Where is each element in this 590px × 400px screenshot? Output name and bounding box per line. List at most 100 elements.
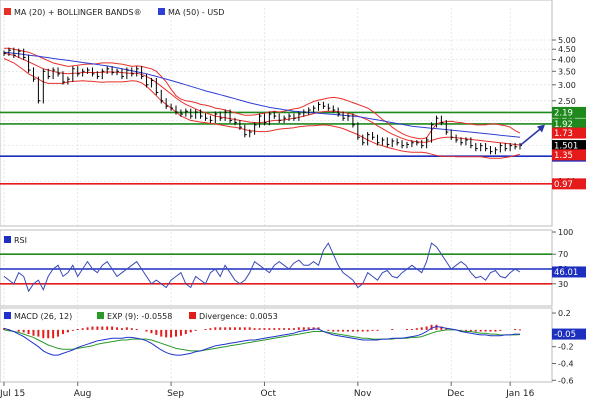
divergence-bar [101,326,104,330]
divergence-bar [243,327,246,330]
divergence-bar [253,328,256,330]
hline-value-tag: 1.92 [554,120,573,130]
divergence-bar [366,329,369,332]
divergence-bar [420,327,423,330]
divergence-bar [263,328,266,330]
bollinger-lower-line [3,58,521,159]
divergence-bar [479,329,482,332]
divergence-bar [22,329,25,333]
hline-value-tag: 0.97 [554,180,573,190]
divergence-bar [179,329,182,336]
divergence-bar [248,327,251,330]
divergence-bar [489,329,492,332]
divergence-bar [37,329,40,337]
trend-arrow-head [537,124,545,133]
macd-legend: MACD (26, 12) EXP (9): -0.0558 Divergenc… [4,312,278,321]
divergence-bar [302,327,305,330]
grid-lines [0,8,552,382]
divergence-bar [219,327,222,330]
x-axis-label: Nov [354,389,372,399]
divergence-bar [484,329,487,332]
divergence-bar [410,329,413,331]
x-axis-label: Oct [260,389,276,399]
divergence-bar [229,327,232,330]
price-value-tag: 1.501 [554,142,578,152]
divergence-bar [514,329,517,331]
divergence-bar [42,329,45,339]
legend-bollinger-label: MA (20) + BOLLINGER BANDS® [14,8,142,17]
divergence-bar [332,329,335,332]
hline-value-tag-box [552,106,586,118]
x-axis-label: Jan 16 [505,389,534,399]
divergence-bar [130,328,133,330]
macd-layer [3,324,521,356]
bollinger-upper-line [4,47,521,140]
divergence-bar [342,329,345,332]
divergence-bar [194,329,197,331]
rsi-axis-label: 30 [558,280,568,289]
divergence-bar [76,329,79,331]
price-axis-label: 5.00 [558,36,576,45]
divergence-bar [86,327,89,330]
macd-panel [0,307,553,383]
divergence-bar [494,329,497,332]
macd-axis-label: -0.6 [558,376,574,385]
axis-layer: 5.004.504.003.503.002.502.001.501.002.19… [0,36,586,399]
legend-macd-label: MACD (26, 12) [14,312,72,321]
divergence-bar [91,326,94,330]
price-axis-label: 4.50 [558,45,576,54]
price-value-tag: 1.35 [554,151,573,161]
divergence-bar [214,327,217,330]
price-value-tag: 1.73 [554,129,573,139]
divergence-bar [189,329,192,333]
divergence-bar [273,328,276,330]
divergence-bar [283,328,286,330]
divergence-bar [135,329,138,331]
divergence-bar [371,329,374,331]
divergence-bar [155,329,158,335]
trend-arrow [519,126,543,147]
rsi-value-tag: 46.01 [554,268,578,278]
x-axis-label: Aug [74,389,92,399]
price-value-tag-box [552,149,586,161]
divergence-bar [464,329,467,331]
divergence-bar [474,329,477,332]
divergence-bar [351,329,354,332]
price-axis-label: 2.50 [558,97,576,106]
divergence-bar [17,329,20,332]
divergence-bar [430,324,433,330]
divergence-bar [440,326,443,330]
legend-divergence-label: Divergence: 0.0053 [199,312,278,321]
x-axis-label: Dec [447,389,464,399]
price-axis-label: 4.00 [558,56,576,65]
divergence-bar [175,329,177,337]
hline-value-tag: 2.19 [554,108,573,118]
rsi-line [3,242,521,293]
legend-ma50-label: MA (50) - USD [168,8,224,17]
rsi-title: RSI [14,236,27,245]
divergence-bar [233,327,236,330]
divergence-bar [445,328,448,330]
divergence-bar [519,329,521,331]
divergence-bar [125,327,128,330]
divergence-bar [415,328,418,330]
divergence-bar [145,329,148,332]
divergence-bar [356,329,359,332]
divergence-bar [499,329,502,331]
legend-swatch-rsi [4,236,11,243]
divergence-bar [165,329,168,338]
divergence-bar [337,329,340,332]
rsi-axis-label: 70 [558,250,568,259]
hline-value-tag-box [552,118,586,130]
price-axis-label: 3.50 [558,67,576,76]
divergence-bar [307,327,310,330]
divergence-bar [32,329,35,336]
divergence-bar [57,329,60,337]
signal-line [3,329,521,352]
bollinger-middle-line [3,52,521,146]
divergence-bar [61,329,64,335]
divergence-bar [297,327,300,330]
price-legend: MA (20) + BOLLINGER BANDS® MA (50) - USD [4,8,224,17]
macd-axis-label: -0.4 [558,360,574,369]
legend-swatch-macd [4,312,11,319]
